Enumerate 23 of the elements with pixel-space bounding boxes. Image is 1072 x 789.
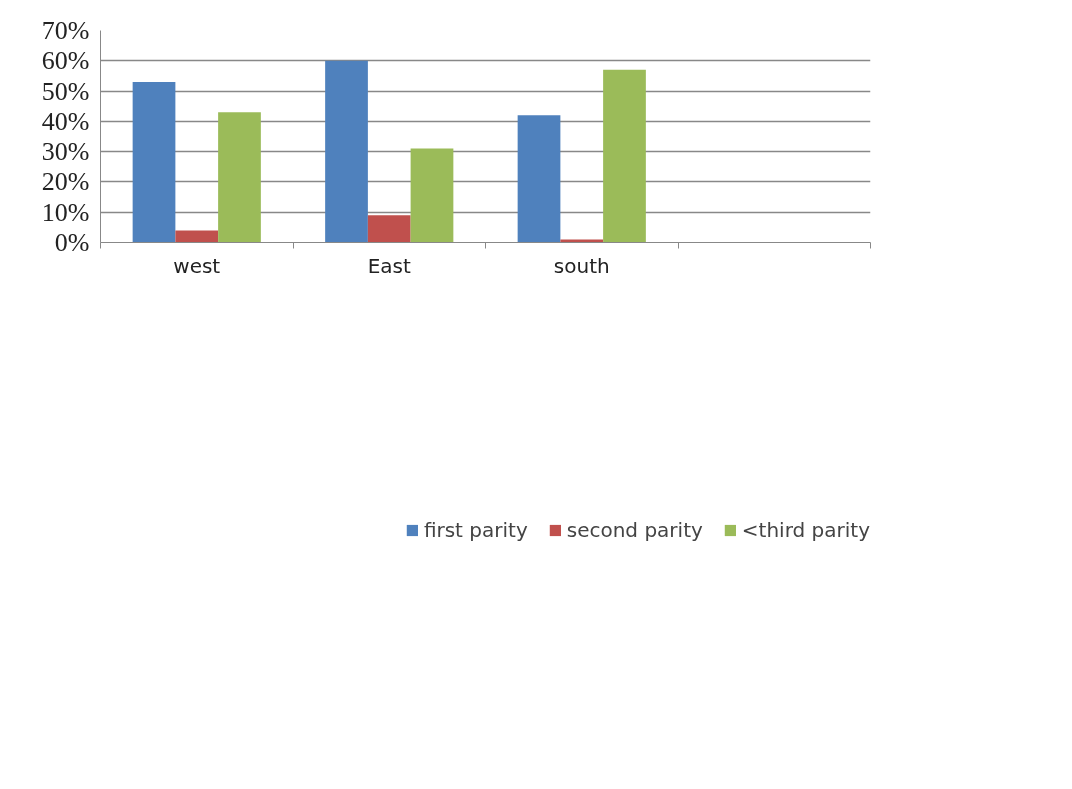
bar	[560, 239, 604, 243]
bar	[603, 69, 646, 243]
y-tick-label: 50%	[41, 76, 90, 106]
x-tick-label: south	[553, 253, 610, 278]
bar	[218, 112, 261, 243]
legend-label: second parity	[566, 518, 703, 542]
legend-label: first parity	[423, 518, 528, 542]
y-tick-label: 10%	[41, 197, 90, 227]
y-tick-label: 30%	[41, 137, 90, 167]
legend-label: <third parity	[741, 518, 870, 542]
y-tick-label: 20%	[41, 167, 90, 197]
y-tick-label: 70%	[41, 16, 90, 45]
bar	[517, 115, 561, 243]
y-tick-label: 0%	[54, 228, 90, 257]
y-tick-label: 60%	[41, 46, 90, 76]
bar	[367, 215, 411, 243]
bar	[410, 148, 454, 243]
bar	[132, 81, 176, 243]
x-tick-label: west	[173, 253, 221, 278]
bar	[175, 230, 219, 243]
x-tick-label: East	[367, 253, 411, 278]
y-tick-label: 40%	[41, 106, 90, 136]
bar	[325, 60, 368, 243]
